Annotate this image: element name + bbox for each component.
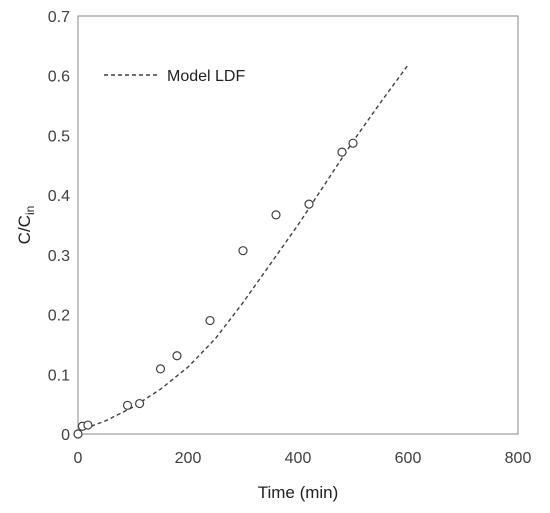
data-point — [73, 429, 83, 439]
x-tick-label: 200 — [175, 450, 202, 467]
plot-area — [77, 15, 519, 435]
y-axis-title: C/Cin — [15, 206, 37, 245]
y-axis-title-main: C/C — [15, 215, 34, 244]
data-point — [155, 364, 166, 374]
measured-points-series — [73, 138, 358, 439]
x-tick-label: 400 — [285, 450, 312, 467]
y-tick-label: 0.7 — [48, 9, 70, 26]
x-tick-label: 600 — [395, 450, 422, 467]
data-point — [238, 246, 248, 256]
legend-label-model-ldf: Model LDF — [167, 68, 245, 85]
y-tick-label: 0.4 — [48, 188, 70, 205]
data-point — [271, 210, 281, 220]
y-tick-label: 0.1 — [48, 367, 70, 384]
y-axis-title-subscript: in — [23, 206, 37, 215]
y-tick-label: 0 — [61, 427, 70, 444]
data-point — [122, 400, 133, 410]
y-tick-label: 0.6 — [48, 69, 70, 86]
data-point — [348, 138, 358, 148]
x-tick-label: 800 — [505, 450, 532, 467]
y-tick-label: 0.2 — [48, 308, 70, 325]
data-point — [304, 199, 314, 209]
data-point — [135, 398, 145, 409]
data-point — [205, 315, 215, 326]
y-tick-label: 0.5 — [48, 128, 70, 145]
data-point — [172, 351, 182, 361]
y-tick-labels: 0 0.1 0.2 0.3 0.4 0.5 0.6 0.7 — [48, 9, 70, 444]
x-tick-labels: 0 200 400 600 800 — [74, 450, 532, 467]
y-tick-label: 0.3 — [48, 248, 70, 265]
data-point — [83, 420, 93, 430]
x-tick-label: 0 — [74, 450, 83, 467]
legend: Model LDF — [104, 68, 245, 85]
data-point — [337, 147, 347, 157]
x-axis-title: Time (min) — [258, 483, 339, 502]
